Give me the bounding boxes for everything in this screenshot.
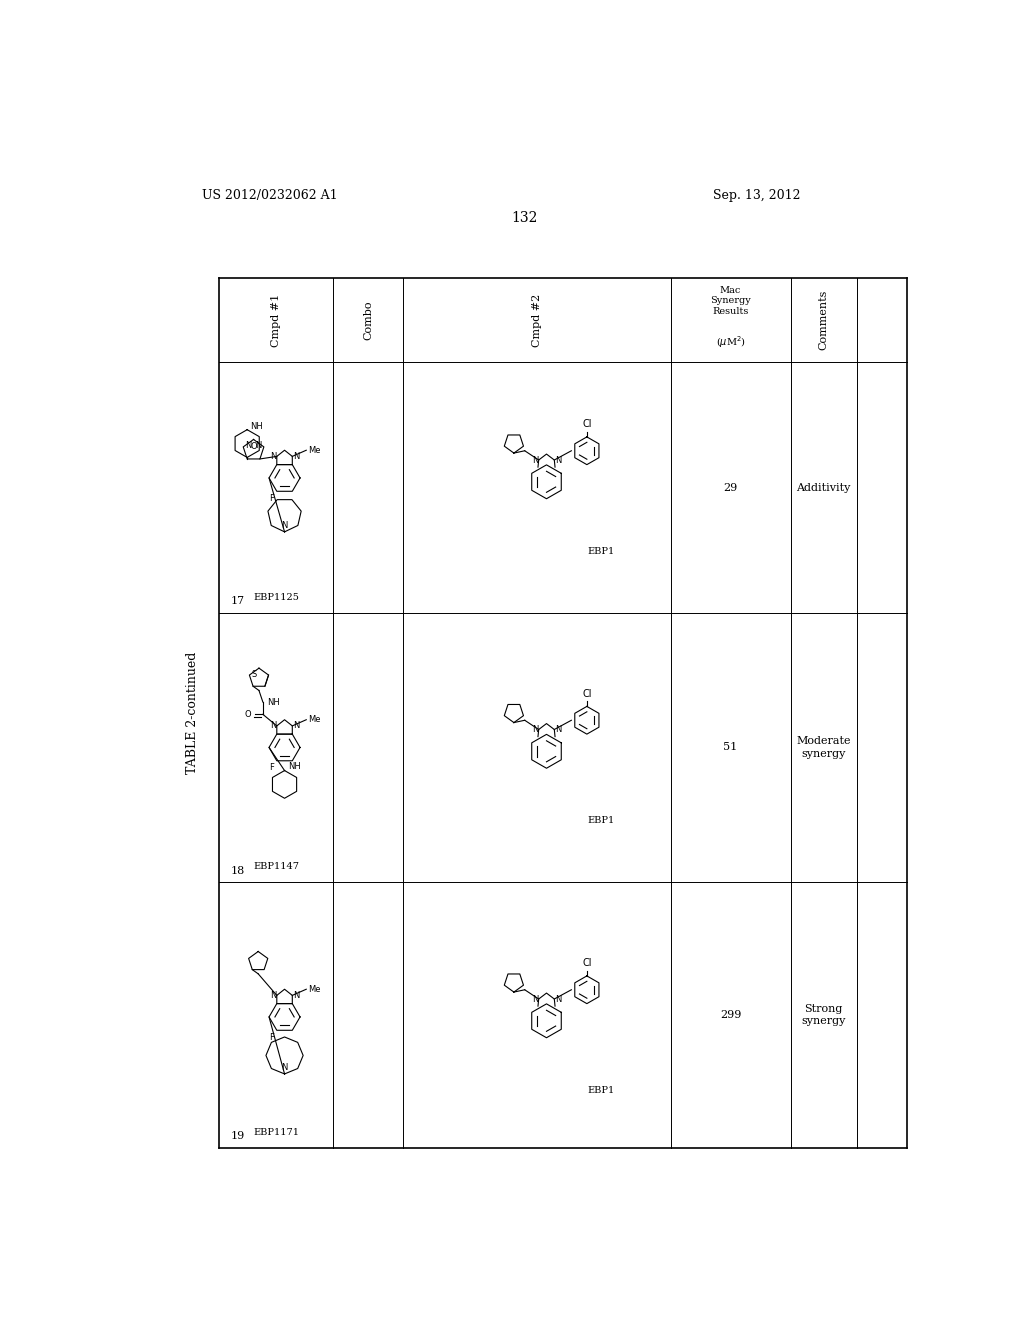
Text: NH: NH <box>289 762 301 771</box>
Text: Cmpd #1: Cmpd #1 <box>271 293 282 347</box>
Text: 19: 19 <box>231 1131 246 1142</box>
Text: Combo: Combo <box>364 301 374 339</box>
Text: N: N <box>269 722 276 730</box>
Text: N: N <box>531 455 538 465</box>
Text: Me: Me <box>308 985 322 994</box>
Text: EBP1171: EBP1171 <box>254 1129 300 1137</box>
Text: N: N <box>246 441 252 450</box>
Text: 17: 17 <box>231 597 245 606</box>
Text: N: N <box>282 1063 288 1072</box>
Text: EBP1125: EBP1125 <box>254 593 300 602</box>
Text: ($\mu$M$^2$): ($\mu$M$^2$) <box>716 334 745 350</box>
Text: 29: 29 <box>723 483 737 492</box>
Text: S: S <box>252 671 257 680</box>
Text: Strong
synergy: Strong synergy <box>802 1003 846 1026</box>
Text: 132: 132 <box>512 211 538 226</box>
Text: Cl: Cl <box>582 958 592 968</box>
Text: Cmpd #2: Cmpd #2 <box>531 293 542 347</box>
Text: N: N <box>269 451 276 461</box>
Text: N: N <box>555 455 561 465</box>
Text: N: N <box>531 725 538 734</box>
Text: Comments: Comments <box>818 290 828 350</box>
Text: 299: 299 <box>720 1010 741 1020</box>
Text: Cl: Cl <box>582 689 592 698</box>
Text: US 2012/0232062 A1: US 2012/0232062 A1 <box>202 189 337 202</box>
Text: EBP1: EBP1 <box>587 1085 614 1094</box>
Text: Additivity: Additivity <box>797 483 851 492</box>
Text: 51: 51 <box>723 742 737 752</box>
Text: Sep. 13, 2012: Sep. 13, 2012 <box>713 189 801 202</box>
Text: F: F <box>269 763 274 772</box>
Text: N: N <box>282 521 288 531</box>
Text: F: F <box>269 1032 274 1041</box>
Text: Me: Me <box>308 715 322 725</box>
Text: O: O <box>250 442 257 450</box>
Text: N: N <box>531 994 538 1003</box>
Text: EBP1: EBP1 <box>587 816 614 825</box>
Text: TABLE 2-continued: TABLE 2-continued <box>185 652 199 774</box>
Text: N: N <box>255 441 261 450</box>
Text: O: O <box>245 710 251 719</box>
Text: N: N <box>269 991 276 999</box>
Text: Mac
Synergy
Results: Mac Synergy Results <box>711 286 751 315</box>
Text: 18: 18 <box>231 866 246 875</box>
Text: Me: Me <box>308 446 322 454</box>
Text: NH: NH <box>250 422 263 432</box>
Text: EBP1: EBP1 <box>587 546 614 556</box>
Text: Cl: Cl <box>582 420 592 429</box>
Text: EBP1147: EBP1147 <box>254 862 300 871</box>
Text: Moderate
synergy: Moderate synergy <box>797 737 851 759</box>
Text: N: N <box>293 991 299 999</box>
Text: N: N <box>293 451 299 461</box>
Text: F: F <box>269 494 274 503</box>
Text: NH: NH <box>266 697 280 706</box>
Text: N: N <box>293 722 299 730</box>
Text: N: N <box>555 994 561 1003</box>
Text: N: N <box>555 725 561 734</box>
